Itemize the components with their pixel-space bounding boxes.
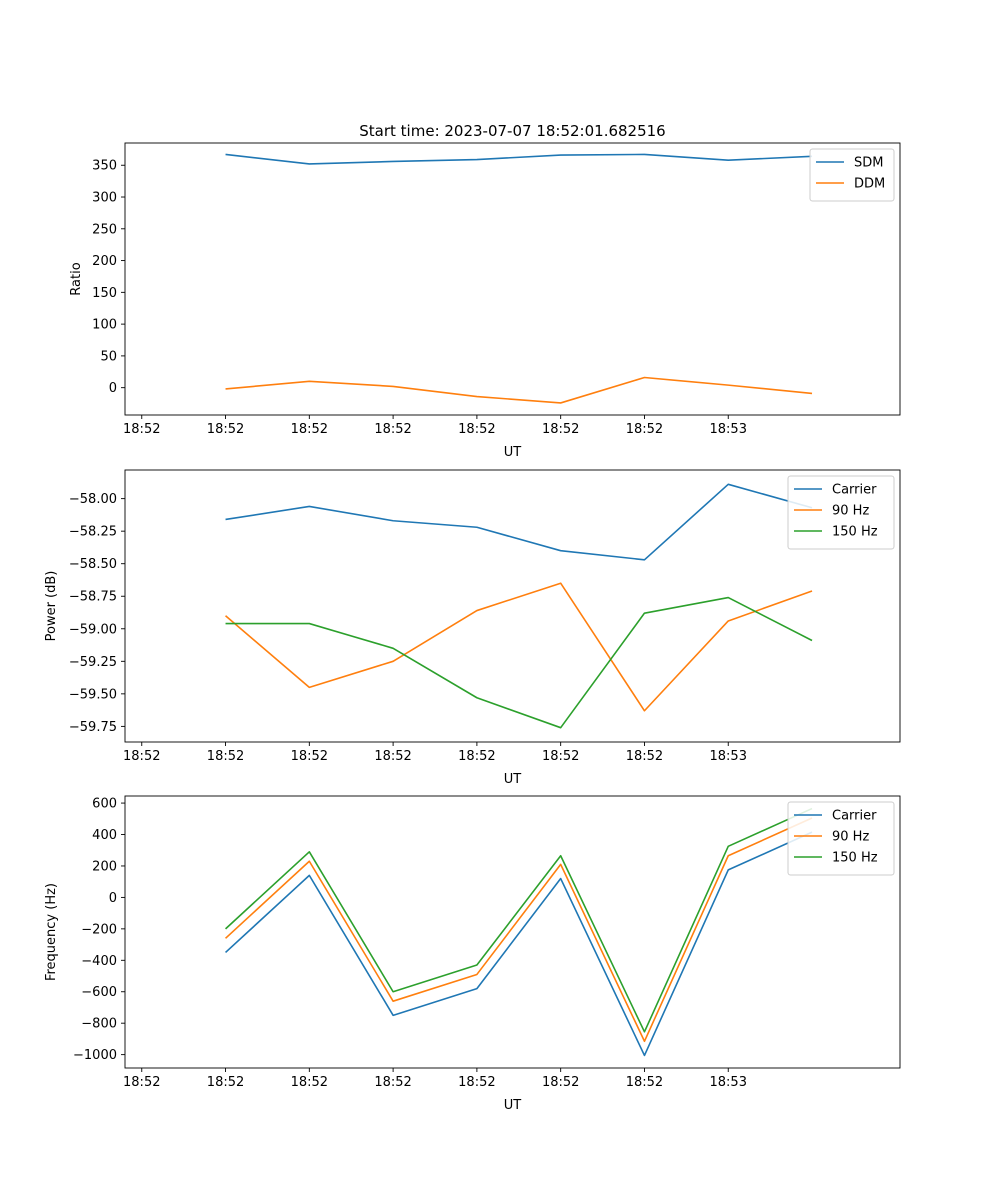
frequency-y-tick-label: 400 bbox=[92, 828, 117, 843]
power-x-tick-label: 18:52 bbox=[626, 749, 663, 764]
power-y-tick-label: −58.00 bbox=[69, 492, 117, 507]
frequency-x-tick-label: 18:52 bbox=[458, 1075, 495, 1090]
frequency-y-tick-label: −800 bbox=[81, 1017, 117, 1032]
frequency-panel: 18:52 18:52 18:52 18:52 18:52 18:52 18:52 18:53… bbox=[44, 795, 901, 1113]
frequency-y-axis-label: Frequency (Hz) bbox=[44, 883, 59, 981]
ratio-y-tick-label: 100 bbox=[92, 318, 117, 333]
power-x-tick-label: 18:52 bbox=[207, 749, 244, 764]
ratio-y-tick-label: 50 bbox=[100, 349, 117, 364]
frequency-x-tick-label: 18:52 bbox=[207, 1075, 244, 1090]
frequency-y-tick-label: −600 bbox=[81, 985, 117, 1000]
power-y-axis-label: Power (dB) bbox=[44, 571, 59, 642]
ratio-legend-label: SDM bbox=[854, 156, 883, 171]
power-y-tick-label: −58.75 bbox=[69, 590, 117, 605]
frequency-y-tick-label: 600 bbox=[92, 797, 117, 812]
ratio-y-tick-label: 150 bbox=[92, 286, 117, 301]
ratio-series-line-sdm bbox=[225, 153, 813, 165]
power-series-line-90-hz bbox=[225, 582, 813, 712]
ratio-y-tick-label: 350 bbox=[92, 159, 117, 174]
frequency-legend-label: 90 Hz bbox=[832, 830, 869, 845]
frequency-x-tick-label: 18:52 bbox=[626, 1075, 663, 1090]
power-x-tick-label: 18:52 bbox=[542, 749, 579, 764]
ratio-panel: 18:52 18:52 18:52 18:52 18:52 18:52 18:52 18:53… bbox=[69, 142, 901, 460]
power-x-axis-label: UT bbox=[504, 772, 522, 787]
power-x-tick-label: 18:53 bbox=[710, 749, 747, 764]
frequency-y-tick-label: 0 bbox=[109, 891, 117, 906]
ratio-x-tick-label: 18:52 bbox=[542, 422, 579, 437]
ratio-y-tick-label: 250 bbox=[92, 222, 117, 237]
power-y-tick-label: −59.00 bbox=[69, 622, 117, 637]
frequency-x-axis-label: UT bbox=[504, 1098, 522, 1113]
power-panel: 18:52 18:52 18:52 18:52 18:52 18:52 18:52 18:53… bbox=[44, 469, 901, 787]
ratio-y-tick-label: 0 bbox=[109, 381, 117, 396]
frequency-legend-label: 150 Hz bbox=[832, 851, 878, 866]
frequency-series-line-carrier bbox=[224, 831, 813, 1057]
frequency-x-tick-label: 18:52 bbox=[123, 1075, 160, 1090]
power-series-line-150-hz bbox=[225, 596, 813, 729]
power-legend-label: 90 Hz bbox=[832, 504, 869, 519]
power-legend-label: Carrier bbox=[832, 483, 877, 498]
ratio-x-tick-label: 18:52 bbox=[374, 422, 411, 437]
power-y-tick-label: −58.25 bbox=[69, 525, 117, 540]
frequency-x-tick-label: 18:52 bbox=[542, 1075, 579, 1090]
frequency-y-tick-label: −400 bbox=[81, 954, 117, 969]
ratio-series-line-ddm bbox=[225, 376, 813, 404]
power-x-tick-label: 18:52 bbox=[123, 749, 160, 764]
frequency-x-tick-label: 18:52 bbox=[374, 1075, 411, 1090]
figure-title: Start time: 2023-07-07 18:52:01.682516 bbox=[359, 122, 665, 140]
frequency-y-tick-label: −1000 bbox=[73, 1048, 117, 1063]
frequency-x-tick-label: 18:53 bbox=[710, 1075, 747, 1090]
frequency-x-tick-label: 18:52 bbox=[291, 1075, 328, 1090]
power-series-line-carrier bbox=[225, 483, 813, 561]
ratio-y-tick-label: 200 bbox=[92, 254, 117, 269]
power-x-tick-label: 18:52 bbox=[458, 749, 495, 764]
frequency-y-tick-label: −200 bbox=[81, 922, 117, 937]
ratio-x-axis-label: UT bbox=[504, 445, 522, 460]
power-legend-label: 150 Hz bbox=[832, 525, 878, 540]
ratio-x-tick-label: 18:53 bbox=[710, 422, 747, 437]
ratio-x-tick-label: 18:52 bbox=[207, 422, 244, 437]
power-y-tick-label: −59.75 bbox=[69, 720, 117, 735]
frequency-series-line-150-hz bbox=[224, 807, 813, 1033]
ratio-x-tick-label: 18:52 bbox=[123, 422, 160, 437]
ratio-y-axis-label: Ratio bbox=[69, 262, 84, 295]
ratio-x-tick-label: 18:52 bbox=[291, 422, 328, 437]
power-axes-frame bbox=[124, 469, 901, 743]
frequency-axes-frame bbox=[124, 795, 901, 1069]
power-y-tick-label: −59.50 bbox=[69, 687, 117, 702]
ratio-x-tick-label: 18:52 bbox=[626, 422, 663, 437]
ratio-legend-label: DDM bbox=[854, 177, 885, 192]
ratio-axes-frame bbox=[124, 142, 901, 416]
power-y-tick-label: −59.25 bbox=[69, 655, 117, 670]
ratio-y-tick-label: 300 bbox=[92, 191, 117, 206]
power-x-tick-label: 18:52 bbox=[374, 749, 411, 764]
power-y-tick-label: −58.50 bbox=[69, 557, 117, 572]
ratio-x-tick-label: 18:52 bbox=[458, 422, 495, 437]
frequency-series-line-90-hz bbox=[224, 817, 813, 1043]
power-x-tick-label: 18:52 bbox=[291, 749, 328, 764]
frequency-y-tick-label: 200 bbox=[92, 859, 117, 874]
frequency-legend-label: Carrier bbox=[832, 809, 877, 824]
